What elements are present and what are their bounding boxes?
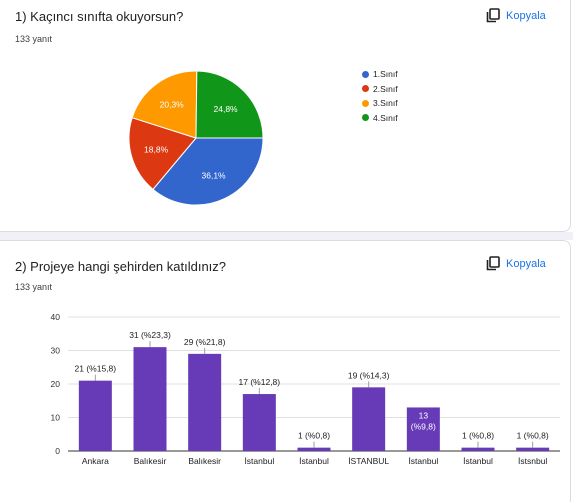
question-card-2: [0, 240, 571, 502]
bar-data-label: 17 (%12,8): [239, 377, 281, 387]
bar-data-label: 19 (%14,3): [348, 370, 390, 380]
pie-slice-2: [128, 117, 197, 191]
pie-chart: 36,1% 18,8% 20,3% 24,8%: [128, 70, 264, 206]
question-title-1: 1) Kaçıncı sınıfta okuyorsun?: [15, 9, 184, 24]
legend-swatch: [362, 114, 369, 122]
legend-item-1: 1.Sınıf: [362, 67, 398, 82]
pie-slice-label-1: 36,1%: [202, 171, 227, 181]
bar-data-label: 1 (%0,8): [298, 431, 330, 441]
legend-swatch: [362, 99, 369, 107]
bar: [352, 387, 386, 451]
bar-data-label: 31 (%23,3): [129, 330, 171, 340]
card-separator: [0, 232, 573, 240]
legend-label: 1.Sınıf: [373, 69, 398, 80]
legend-item-3: 3.Sınıf: [362, 96, 398, 111]
question-title-2: 2) Projeye hangi şehirden katıldınız?: [15, 259, 227, 274]
y-tick-label: 10: [51, 413, 61, 423]
y-tick-label: 30: [51, 346, 61, 356]
x-tick-label: Ankara: [82, 456, 109, 466]
copy-icon: [486, 8, 500, 23]
bar: [133, 347, 167, 451]
legend-item-2: 2.Sınıf: [362, 82, 398, 97]
bar-data-label: 1 (%0,8): [462, 431, 494, 441]
x-tick-label: İstsnbul: [518, 456, 547, 466]
pie-slice-label-3: 20,3%: [160, 99, 185, 109]
copy-icon: [486, 256, 500, 271]
x-tick-label: İstanbul: [299, 456, 329, 466]
bar: [297, 447, 331, 451]
bar-data-label: 21 (%15,8): [75, 364, 117, 374]
y-tick-label: 0: [55, 446, 60, 456]
x-tick-label: Balıkesir: [134, 456, 167, 466]
bar: [78, 380, 112, 451]
legend-swatch: [362, 85, 369, 93]
copy-label: Kopyala: [506, 9, 546, 22]
bar: [516, 447, 550, 451]
x-tick-label: Balıkesir: [188, 456, 221, 466]
x-tick-label: İSTANBUL: [348, 456, 389, 466]
pie-slice-label-4: 24,8%: [214, 104, 239, 114]
question-card-1: [0, 0, 571, 232]
bar-data-label: (%9,8): [411, 421, 436, 431]
bar: [242, 394, 276, 451]
x-tick-label: İstanbul: [463, 456, 493, 466]
x-tick-label: İstanbul: [408, 456, 438, 466]
copy-chart-button-2[interactable]: Kopyala: [486, 256, 546, 271]
x-tick-label: İstanbul: [244, 456, 274, 466]
response-count-2: 133 yanıt: [15, 282, 53, 292]
bar-data-label: 1 (%0,8): [517, 431, 549, 441]
y-tick-label: 20: [51, 379, 61, 389]
legend-swatch: [362, 70, 369, 78]
bar-chart: 0 10 20 30 40 21 (%15,8) Ankara 31 (%23,3) Balık…: [51, 312, 560, 466]
bar-data-label: 29 (%21,8): [184, 337, 226, 347]
pie-slice-label-2: 18,8%: [144, 145, 169, 155]
legend-label: 3.Sınıf: [373, 98, 398, 109]
bar: [461, 447, 495, 451]
pie-legend: 1.Sınıf 2.Sınıf 3.Sınıf 4.Sınıf: [362, 67, 398, 125]
pie-slice-4: [195, 70, 264, 139]
copy-chart-button-1[interactable]: Kopyala: [486, 8, 546, 23]
legend-item-4: 4.Sınıf: [362, 111, 398, 126]
copy-label: Kopyala: [506, 257, 546, 270]
bar: [406, 407, 440, 451]
bar: [188, 353, 222, 451]
legend-label: 2.Sınıf: [373, 83, 398, 94]
y-tick-label: 40: [51, 312, 61, 322]
response-count-1: 133 yanıt: [15, 34, 53, 44]
bar-data-label: 13: [419, 410, 429, 420]
legend-label: 4.Sınıf: [373, 112, 398, 123]
pie-slice-3: [131, 70, 198, 139]
pie-slice-1: [152, 137, 264, 206]
